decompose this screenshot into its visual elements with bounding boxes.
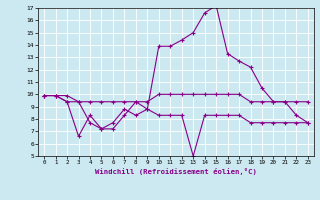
X-axis label: Windchill (Refroidissement éolien,°C): Windchill (Refroidissement éolien,°C) [95,168,257,175]
